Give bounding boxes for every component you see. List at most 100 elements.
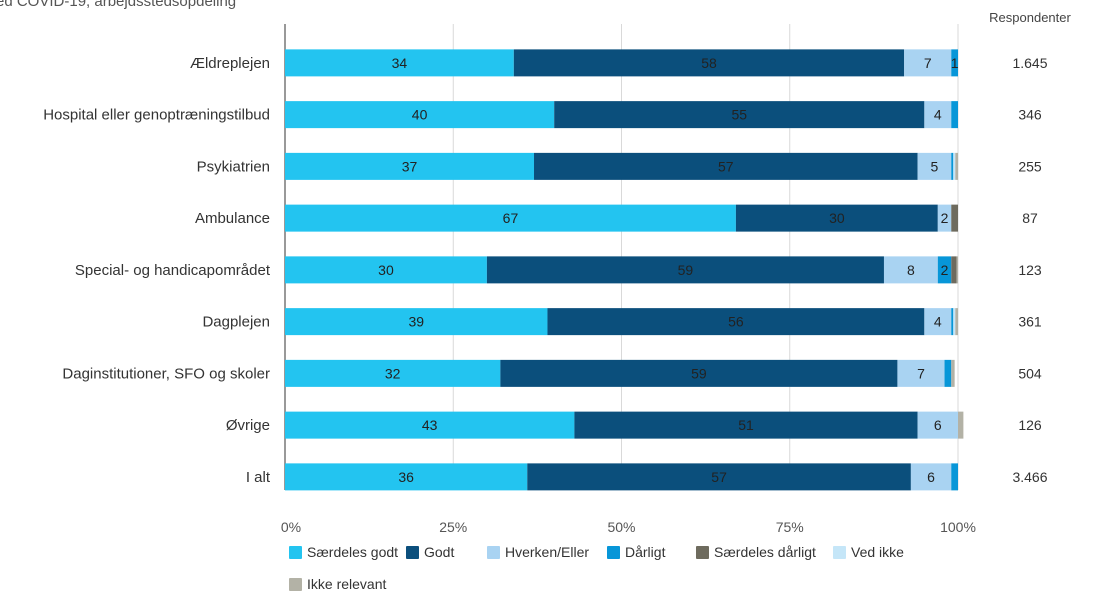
- bar-hverken-eller-dagplejen: [924, 308, 952, 336]
- value-label-da-rligt-ldreplejen: 1: [951, 55, 959, 71]
- x-tick-label: 0%: [281, 519, 301, 535]
- value-label-hverken-eller-special-og-handicapomra-det: 8: [907, 262, 915, 278]
- respondent-count-daginstitutioner-sfo-og-skoler: 504: [1018, 365, 1042, 381]
- bar-godt-dagplejen: [547, 308, 925, 336]
- x-tick-label: 100%: [940, 519, 976, 535]
- bar-godt-hospital-eller-genoptr-ningstilbud: [554, 101, 925, 129]
- value-label-hverken-eller-i-alt: 6: [927, 469, 935, 485]
- bar-godt-psykiatrien: [534, 152, 918, 180]
- value-label-godt-hospital-eller-genoptr-ningstilbud: 55: [731, 107, 747, 123]
- legend-label-godt: Godt: [424, 544, 454, 560]
- respondent-count-psykiatrien: 255: [1018, 158, 1042, 174]
- bar-hverken-eller-psykiatrien: [917, 152, 952, 180]
- legend-swatch-ved-ikke: [833, 546, 846, 559]
- chart-title-fragment: ed COVID-19, arbejdsstedsopdeling: [0, 0, 236, 10]
- value-label-godt-psykiatrien: 57: [718, 158, 734, 174]
- bar-godt-ambulance: [735, 204, 938, 232]
- value-label-hverken-eller-hospital-eller-genoptr-ningstilbud: 4: [934, 107, 942, 123]
- category-label-ldreplejen: Ældreplejen: [190, 55, 270, 72]
- category-label-dagplejen: Dagplejen: [202, 314, 270, 331]
- category-label-vrige: Øvrige: [226, 417, 270, 434]
- bar-hverken-eller-special-og-handicapomra-det: [883, 256, 938, 284]
- respondent-count-ldreplejen: 1.645: [1012, 55, 1047, 71]
- bar-godt-daginstitutioner-sfo-og-skoler: [500, 359, 898, 387]
- respondent-count-dagplejen: 361: [1018, 314, 1042, 330]
- value-label-s-rdeles-godt-daginstitutioner-sfo-og-skoler: 32: [385, 365, 401, 381]
- category-label-hospital-eller-genoptr-ningstilbud: Hospital eller genoptræningstilbud: [43, 107, 270, 124]
- bar-da-rligt-i-alt: [951, 463, 958, 491]
- value-label-s-rdeles-godt-dagplejen: 39: [408, 314, 424, 330]
- value-label-s-rdeles-godt-vrige: 43: [422, 417, 438, 433]
- legend-swatch-hverken-eller: [487, 546, 500, 559]
- legend-label-da-rligt: Dårligt: [625, 544, 666, 560]
- legend-swatch-godt: [406, 546, 419, 559]
- bar-s-rdeles-godt-special-og-handicapomra-det: [285, 256, 487, 284]
- bar-s-rdeles-godt-i-alt: [285, 463, 528, 491]
- bar-godt-ldreplejen: [513, 49, 905, 77]
- bar-ikke-relevant-dagplejen: [955, 308, 958, 336]
- bar-s-rdeles-da-rligt-ambulance: [951, 204, 958, 232]
- legend-label-hverken-eller: Hverken/Eller: [505, 544, 589, 560]
- value-label-godt-daginstitutioner-sfo-og-skoler: 59: [691, 365, 707, 381]
- value-label-hverken-eller-ambulance: 2: [941, 210, 949, 226]
- x-axis-ticks: 0% 25% 50% 75% 100%: [281, 519, 976, 535]
- bar-ikke-relevant-psykiatrien: [955, 152, 958, 180]
- bar-s-rdeles-godt-vrige: [285, 411, 575, 439]
- bar-da-rligt-dagplejen: [951, 308, 954, 336]
- bar-s-rdeles-godt-ambulance: [285, 204, 736, 232]
- category-label-daginstitutioner-sfo-og-skoler: Daginstitutioner, SFO og skoler: [62, 365, 270, 382]
- value-label-hverken-eller-dagplejen: 4: [934, 314, 942, 330]
- value-label-s-rdeles-godt-ldreplejen: 34: [392, 55, 408, 71]
- respondent-count-ambulance: 87: [1022, 210, 1038, 226]
- x-tick-label: 25%: [439, 519, 467, 535]
- value-label-hverken-eller-psykiatrien: 5: [931, 158, 939, 174]
- respondents-header: Respondenter: [989, 10, 1071, 25]
- bar-godt-i-alt: [527, 463, 911, 491]
- legend-label-s-rdeles-da-rligt: Særdeles dårligt: [714, 544, 816, 560]
- value-label-godt-i-alt: 57: [711, 469, 727, 485]
- bar-hverken-eller-hospital-eller-genoptr-ningstilbud: [924, 101, 952, 129]
- legend-label-ved-ikke: Ved ikke: [851, 544, 904, 560]
- value-label-hverken-eller-vrige: 6: [934, 417, 942, 433]
- value-label-hverken-eller-daginstitutioner-sfo-og-skoler: 7: [917, 365, 925, 381]
- bar-da-rligt-daginstitutioner-sfo-og-skoler: [944, 359, 952, 387]
- bar-ikke-relevant-special-og-handicapomra-det: [956, 256, 958, 284]
- respondent-count-special-og-handicapomra-det: 123: [1018, 262, 1042, 278]
- value-label-s-rdeles-godt-special-og-handicapomra-det: 30: [378, 262, 394, 278]
- bar-ved-ikke-psykiatrien: [953, 152, 956, 180]
- bar-da-rligt-special-og-handicapomra-det: [937, 256, 952, 284]
- bar-s-rdeles-godt-daginstitutioner-sfo-og-skoler: [285, 359, 501, 387]
- respondent-counts: 1.645 346 255 87 123 361 504 126 3.466: [1012, 55, 1047, 485]
- x-tick-label: 50%: [607, 519, 635, 535]
- bar-godt-vrige: [574, 411, 918, 439]
- bar-s-rdeles-godt-ldreplejen: [285, 49, 514, 77]
- value-label-s-rdeles-godt-psykiatrien: 37: [402, 158, 418, 174]
- bar-s-rdeles-godt-hospital-eller-genoptr-ningstilbud: [285, 101, 555, 129]
- value-label-hverken-eller-ldreplejen: 7: [924, 55, 932, 71]
- bar-da-rligt-psykiatrien: [951, 152, 954, 180]
- bar-hverken-eller-vrige: [917, 411, 958, 439]
- category-label-psykiatrien: Psykiatrien: [197, 158, 270, 175]
- legend-label-ikke-relevant: Ikke relevant: [307, 576, 386, 592]
- bar-s-rdeles-godt-dagplejen: [285, 308, 548, 336]
- legend-swatch-s-rdeles-godt: [289, 546, 302, 559]
- respondent-count-vrige: 126: [1018, 417, 1042, 433]
- bar-ved-ikke-dagplejen: [953, 308, 956, 336]
- bar-hverken-eller-i-alt: [910, 463, 952, 491]
- bar-s-rdeles-da-rligt-special-og-handicapomra-det: [951, 256, 957, 284]
- value-label-godt-ldreplejen: 58: [701, 55, 717, 71]
- bar-ikke-relevant-daginstitutioner-sfo-og-skoler: [951, 359, 955, 387]
- bar-godt-special-og-handicapomra-det: [486, 256, 884, 284]
- bar-hverken-eller-daginstitutioner-sfo-og-skoler: [897, 359, 945, 387]
- legend-swatch-da-rligt: [607, 546, 620, 559]
- legend-label-s-rdeles-godt: Særdeles godt: [307, 544, 398, 560]
- bars: 34 58 7 1 40 55 4 37 57 5 67 30 2 30 59 8 2 39 56 4 32 59 7 43 5…: [285, 49, 964, 491]
- bar-hverken-eller-ldreplejen: [904, 49, 952, 77]
- bar-hverken-eller-ambulance: [937, 204, 952, 232]
- category-label-ambulance: Ambulance: [195, 210, 270, 227]
- value-label-s-rdeles-godt-ambulance: 67: [503, 210, 519, 226]
- bar-ikke-relevant-vrige: [958, 411, 964, 439]
- value-label-godt-vrige: 51: [738, 417, 754, 433]
- value-label-godt-ambulance: 30: [829, 210, 845, 226]
